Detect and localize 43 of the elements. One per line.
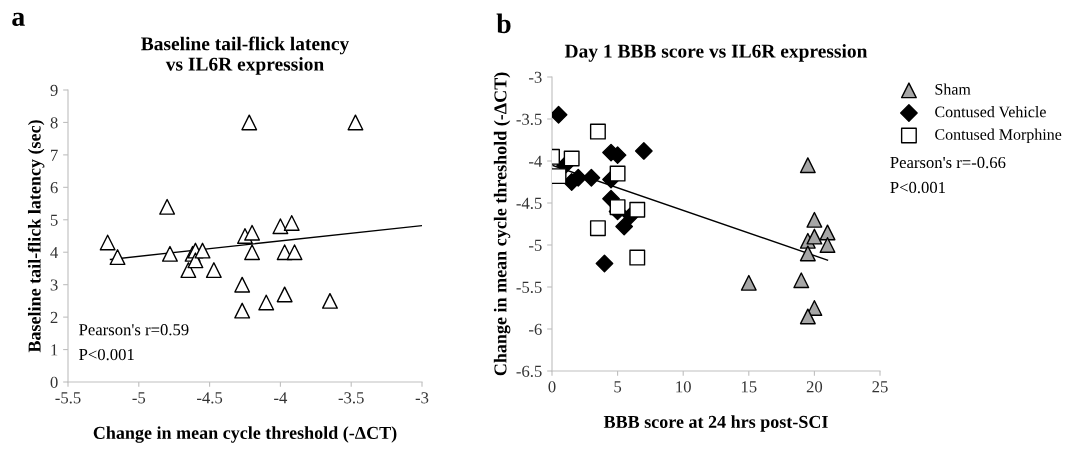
x-tick-label: 5 <box>614 381 622 393</box>
y-tick-label: -6.5 <box>516 365 542 378</box>
x-tick-label: 10 <box>676 381 691 393</box>
chart-title: Baseline tail-flick latency vs IL6R expression <box>141 36 350 75</box>
legend-label: Contused Morphine <box>935 128 1062 144</box>
x-axis-title: Change in mean cycle threshold (-ΔCT) <box>93 426 397 443</box>
y-tick-label: 7 <box>51 149 58 161</box>
x-tick-label: 25 <box>872 381 888 393</box>
y-tick-label: 4 <box>50 247 59 258</box>
x-axis-title: BBB score at 24 hrs post-SCI <box>603 415 828 432</box>
legend-label: Contused Vehicle <box>935 106 1046 118</box>
legend-label: Sham <box>935 83 971 95</box>
y-tick-label: 6 <box>50 182 58 194</box>
y-tick-label: 9 <box>50 84 58 96</box>
x-tick-label: 0 <box>548 381 556 393</box>
y-tick-label: -4 <box>529 155 543 167</box>
y-tick-label: -5 <box>529 239 542 251</box>
y-tick-label: -5.5 <box>516 281 542 294</box>
x-tick-label: -4 <box>274 392 288 404</box>
annotation: Pearson's r=0.59 <box>79 324 189 336</box>
x-tick-label: 15 <box>741 381 757 393</box>
chart-title: Day 1 BBB score vs IL6R expression <box>564 44 868 62</box>
y-tick-label: -3 <box>529 71 542 83</box>
y-axis-title: Baseline tail-flick latency (sec) <box>27 120 45 353</box>
x-tick-label: -5 <box>132 392 146 404</box>
x-tick-label: -3 <box>415 392 429 404</box>
x-tick-label: 20 <box>806 381 823 393</box>
y-tick-label: 3 <box>50 279 58 291</box>
y-tick-label: -4.5 <box>516 197 542 210</box>
x-tick-label: -3.5 <box>338 392 364 404</box>
y-tick-label: 8 <box>50 117 58 129</box>
x-tick-label: -4.5 <box>197 392 223 404</box>
text: P<0.001 <box>890 181 946 194</box>
y-axis-title: Change in mean cycle threshold (-ΔCT) <box>493 72 511 376</box>
y-tick-label: -3.5 <box>516 113 542 126</box>
text: Pearson's r=-0.66 <box>890 156 1006 169</box>
y-tick-label: 1 <box>51 344 58 356</box>
y-tick-label: -6 <box>529 323 542 335</box>
text: b <box>496 13 511 34</box>
text: a <box>12 12 25 26</box>
annotation: P<0.001 <box>79 348 134 361</box>
y-tick-label: 5 <box>50 214 58 226</box>
y-tick-label: 2 <box>50 311 58 323</box>
